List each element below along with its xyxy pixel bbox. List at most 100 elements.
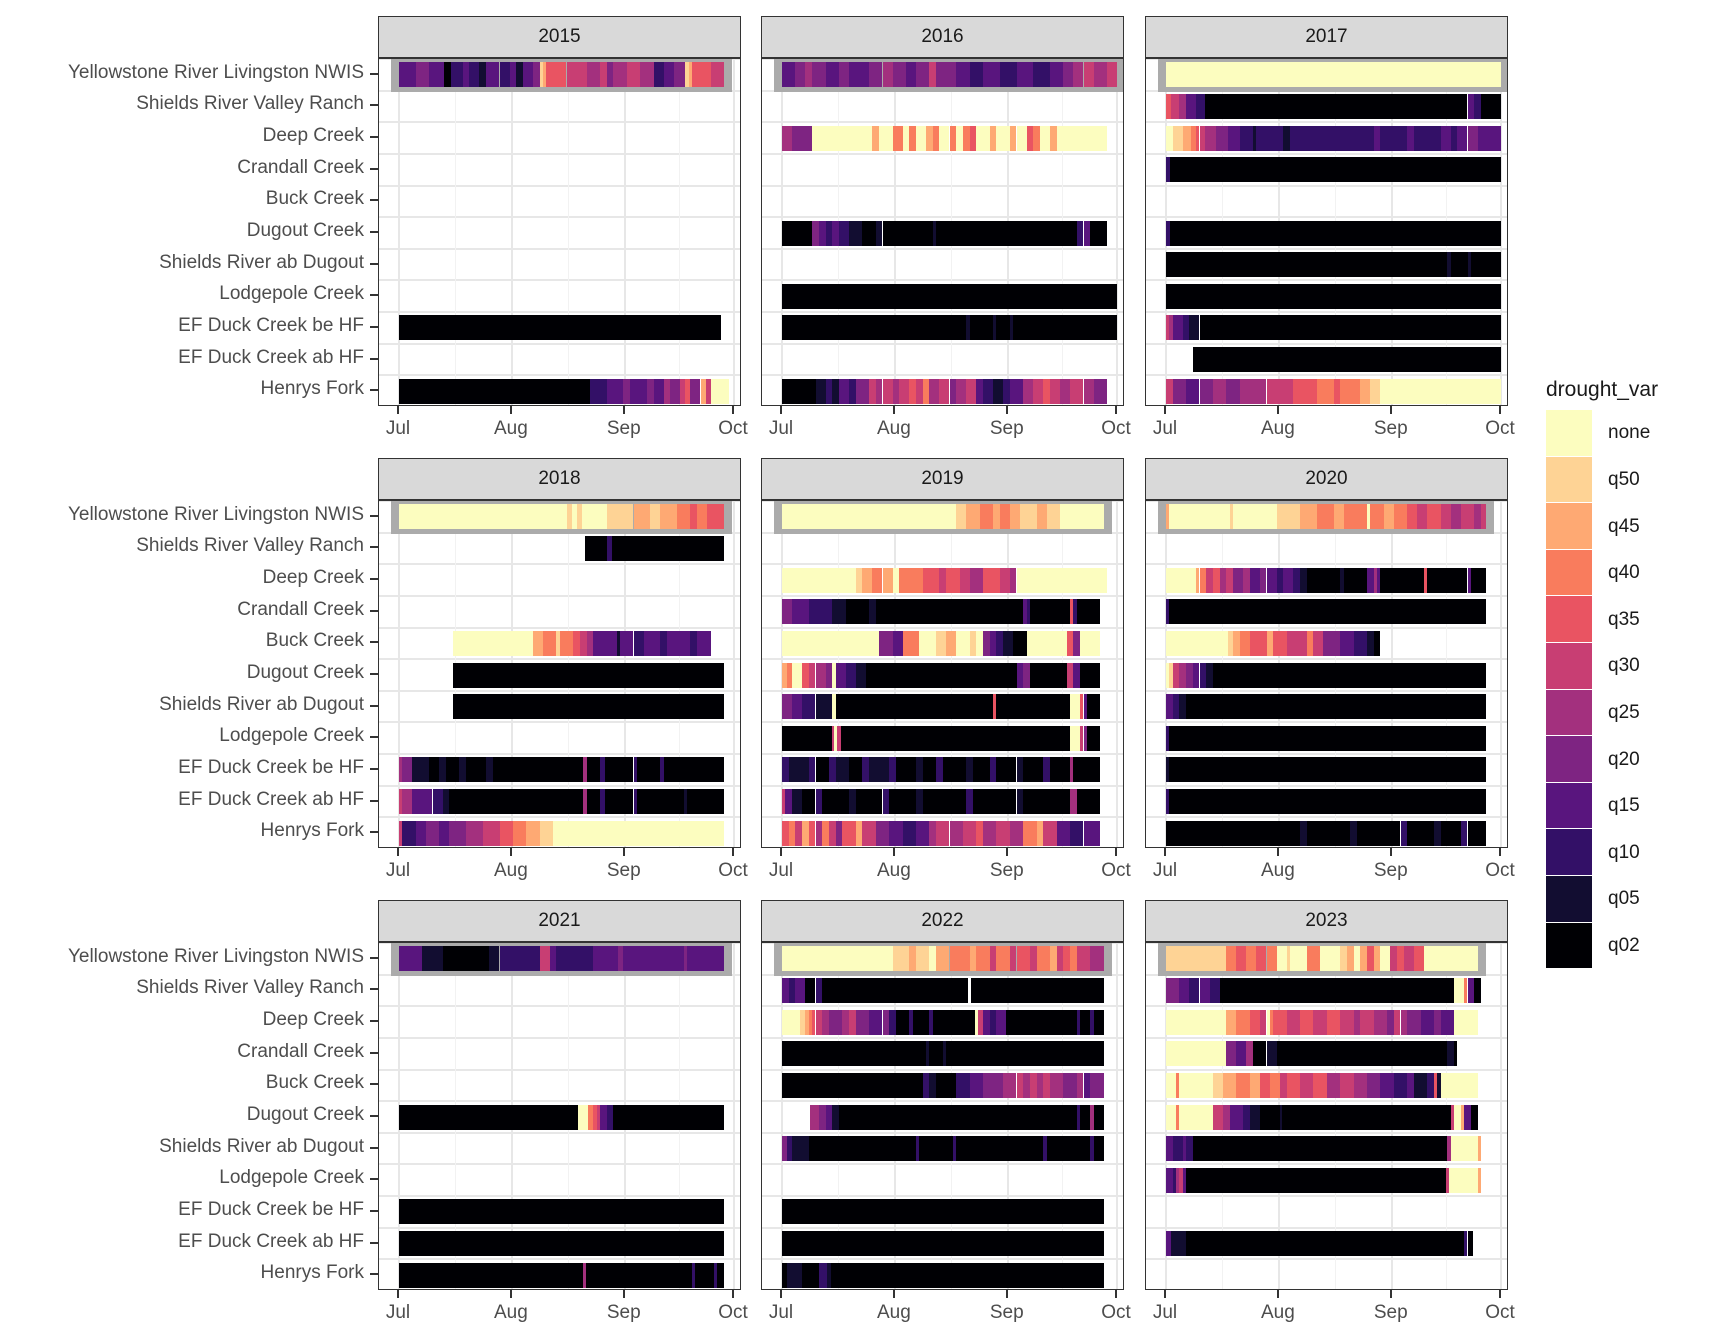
bar-segment [1050,378,1061,404]
bar-segment [909,378,916,404]
bar-segment [1306,946,1321,972]
bar-segment [1423,567,1428,593]
x-axis-label: Oct [1485,860,1515,881]
bar-segment [489,946,500,972]
bar-segment [832,694,836,720]
facet-year-label: 2015 [538,26,581,47]
gridline [379,563,740,566]
bar-row [1146,252,1507,278]
bar-segment [1480,93,1501,119]
bar-segment [983,62,1000,88]
bar-segment [1070,694,1081,720]
bar-segment [1169,662,1173,688]
bar-segment [543,62,547,88]
bar-segment [1093,62,1107,88]
bar-segment [1036,820,1044,846]
y-axis-tick [370,325,378,328]
bar-segment [929,1072,937,1098]
gridline [1146,247,1507,250]
bar-segment [1393,1009,1401,1035]
bar-segment [1449,1167,1478,1193]
bar-segment [932,220,937,246]
bar-segment [855,789,883,815]
bar-segment [788,977,796,1003]
bar-segment [792,599,809,625]
x-axis-label: Jul [768,860,794,881]
bar-segment [895,1009,910,1035]
bar-row [1146,504,1507,530]
bar-segment [922,789,967,815]
bar-segment [855,378,870,404]
facet-strip: 2019 [761,458,1124,500]
bar-segment [1026,125,1034,151]
y-axis-label: Dugout Creek [246,220,364,241]
bar-segment [1450,252,1468,278]
bar-segment [1166,1136,1173,1162]
bar-segment [606,535,612,561]
gridline [1146,658,1507,661]
bar-segment [1236,1009,1250,1035]
bar-segment [442,789,450,815]
x-axis-tick [892,1290,895,1298]
bar-segment [822,1009,829,1035]
bar-segment [812,1009,816,1035]
bar-segment [1400,820,1408,846]
x-axis-label: Sep [606,1302,641,1323]
bar-segment [1283,125,1290,151]
bar-segment [842,1009,849,1035]
bar-row [1146,694,1507,720]
bar-segment [611,535,724,561]
bar-segment [882,62,893,88]
bar-segment [855,1009,870,1035]
bar-segment [1070,789,1077,815]
bar-segment [1070,599,1074,625]
gridline [1146,721,1507,724]
y-axis-label: Shields River ab Dugout [159,693,364,715]
bar-segment [782,62,796,88]
bar-segment [1293,378,1317,404]
bar-row [762,820,1123,846]
bar-segment [1233,567,1244,593]
bar-segment [916,789,923,815]
bar-segment [966,504,980,530]
gridline [762,1005,1123,1008]
bar-segment [983,820,997,846]
gridline [762,1036,1123,1039]
bar-segment [449,820,466,846]
bar-row [379,1262,740,1288]
bar-segment [588,1104,593,1130]
bar-segment [1199,378,1213,404]
bar-segment [1227,125,1240,151]
bar-segment [1166,662,1170,688]
bar-segment [1450,1136,1478,1162]
facet-panel-2015 [378,58,741,406]
y-axis-label: Henrys Fork [260,378,364,400]
bar-segment [1323,630,1341,656]
gridline [762,626,1123,629]
bar-segment [1172,315,1183,341]
bar-segment [1407,504,1418,530]
y-axis-tick [370,609,378,612]
facet-strip: 2022 [761,900,1124,942]
bar-segment [1169,789,1486,815]
bar-segment [1373,946,1381,972]
gridline [1146,689,1507,692]
gridline [379,816,740,819]
bar-segment [1166,125,1173,151]
facet-strip: 2015 [378,16,741,58]
y-axis-tick [370,1241,378,1244]
legend-label: q05 [1608,888,1640,910]
bar-segment [869,757,890,783]
bar-segment [812,220,819,246]
x-axis-tick [509,406,512,414]
bar-segment [1212,378,1227,404]
bar-row [762,1104,1123,1130]
bar-segment [993,378,1004,404]
bar-segment [687,946,724,972]
bar-segment [1076,1072,1084,1098]
bar-segment [425,820,440,846]
bar-segment [1172,1167,1177,1193]
gridline [379,311,740,314]
x-axis-label: Aug [1260,860,1295,881]
bar-segment [792,789,803,815]
